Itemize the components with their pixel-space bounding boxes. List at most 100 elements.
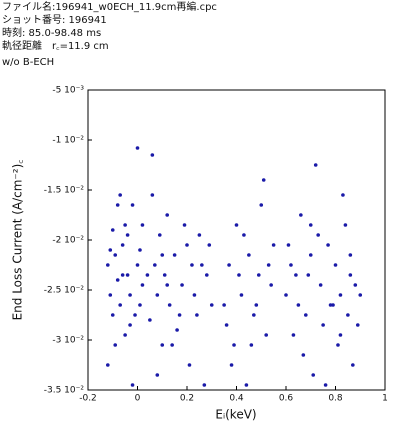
- point: [209, 303, 214, 307]
- point: [227, 263, 231, 267]
- point: [358, 293, 363, 297]
- point: [252, 313, 256, 317]
- x-tick-label: 0.4: [229, 394, 244, 404]
- point: [237, 273, 241, 277]
- point: [256, 273, 261, 277]
- x-tick-label: 0.6: [279, 394, 294, 404]
- point: [140, 223, 145, 227]
- point: [160, 253, 165, 257]
- point: [296, 303, 301, 307]
- point: [321, 323, 325, 327]
- point: [346, 313, 350, 317]
- point: [108, 248, 113, 252]
- point: [110, 313, 115, 317]
- point: [150, 153, 155, 157]
- point: [333, 263, 338, 267]
- point: [135, 263, 140, 267]
- point: [170, 343, 174, 347]
- point: [261, 178, 266, 182]
- point: [271, 243, 276, 247]
- y-axis-label: End Loss Current (A/cm⁻²)꜀: [11, 160, 25, 321]
- x-tick-label: 0.2: [180, 394, 194, 404]
- point: [153, 263, 157, 267]
- plot-frame: [87, 89, 386, 391]
- point: [135, 146, 140, 150]
- point: [130, 383, 135, 387]
- point: [155, 373, 160, 377]
- point: [242, 233, 246, 237]
- y-tick-label: -2.5 10⁻²: [44, 286, 85, 296]
- point: [130, 203, 135, 207]
- point: [118, 193, 122, 197]
- point: [304, 313, 308, 317]
- point: [266, 263, 271, 267]
- point: [343, 223, 348, 227]
- point: [331, 303, 335, 307]
- x-tick-label: -0.2: [79, 394, 97, 404]
- header-line: w/o B-ECH: [2, 57, 54, 68]
- point: [284, 293, 288, 297]
- y-tick-label: -3 10⁻²: [52, 336, 84, 346]
- point: [308, 253, 313, 257]
- point: [113, 343, 118, 347]
- point: [150, 193, 155, 197]
- point: [110, 228, 115, 232]
- point: [165, 213, 169, 217]
- header-line: ショット番号: 196941: [2, 14, 107, 26]
- point: [205, 273, 209, 277]
- point: [286, 243, 291, 247]
- point: [140, 283, 145, 287]
- point: [195, 313, 199, 317]
- x-axis-label: Eᵢ(keV): [215, 408, 256, 422]
- point: [120, 273, 125, 277]
- point: [353, 283, 358, 287]
- point: [172, 253, 177, 257]
- point: [123, 223, 127, 227]
- header-line: 時刻: 85.0-98.48 ms: [2, 26, 101, 39]
- point: [338, 333, 343, 337]
- y-tick-label: -5 10⁻³: [52, 86, 84, 96]
- point: [148, 318, 152, 322]
- point: [351, 363, 355, 367]
- point: [229, 363, 234, 367]
- point: [160, 343, 165, 347]
- header-line: ファイル名:196941_w0ECH_11.9cm再編.cpc: [2, 0, 217, 13]
- point: [313, 163, 318, 167]
- point: [177, 313, 182, 317]
- point: [269, 283, 273, 287]
- point: [190, 263, 194, 267]
- point: [232, 343, 236, 347]
- point: [175, 328, 179, 332]
- x-tick-label: 0.8: [328, 394, 343, 404]
- point: [133, 313, 137, 317]
- point: [222, 303, 226, 307]
- point: [125, 273, 130, 277]
- header-line: 軌径距離 r꜀=11.9 cm: [2, 39, 109, 52]
- point: [125, 233, 130, 237]
- point: [316, 233, 320, 237]
- point: [165, 283, 169, 287]
- y-tick-label: -1 10⁻²: [52, 136, 84, 146]
- point: [138, 248, 142, 252]
- point: [299, 213, 303, 217]
- point: [328, 303, 333, 307]
- point: [234, 223, 239, 227]
- point: [128, 323, 132, 327]
- point: [118, 303, 122, 307]
- point: [192, 293, 197, 297]
- point: [202, 383, 207, 387]
- point: [355, 323, 360, 327]
- point: [106, 263, 110, 267]
- point: [301, 353, 306, 357]
- point: [308, 223, 313, 227]
- point: [115, 278, 120, 282]
- point: [167, 303, 172, 307]
- point: [294, 273, 298, 277]
- point: [306, 273, 311, 277]
- point: [323, 383, 328, 387]
- point: [224, 323, 229, 327]
- x-tick-label: 1: [382, 394, 388, 404]
- point: [207, 243, 212, 247]
- point: [108, 293, 113, 297]
